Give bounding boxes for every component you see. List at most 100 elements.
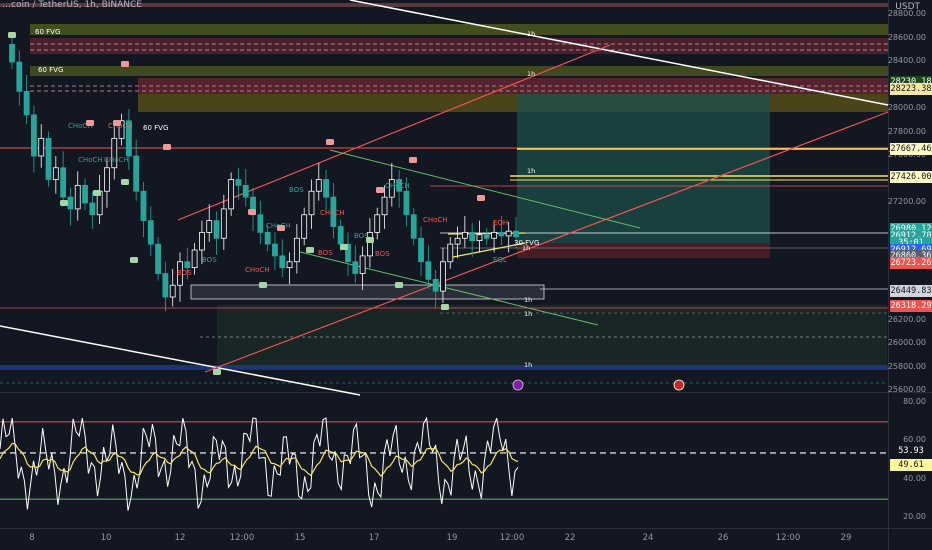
- candle-body: [330, 196, 337, 227]
- candles: [9, 37, 519, 312]
- candle-body: [388, 179, 395, 198]
- symbol-header[interactable]: …coin / TetherUS, 1h, BINANCE: [0, 0, 144, 16]
- candle-body: [293, 237, 300, 263]
- candle-body: [206, 220, 213, 233]
- choch-label: CHoCH: [320, 209, 345, 217]
- candle-body: [38, 137, 45, 157]
- candle-body: [104, 167, 110, 192]
- candle-body: [491, 231, 497, 239]
- bos-label: BOS: [289, 186, 304, 194]
- candle-body: [498, 231, 505, 237]
- candle-body: [125, 120, 132, 157]
- rsi-tick: 60.00: [903, 435, 926, 445]
- candle-body: [315, 179, 322, 192]
- swing-low-tag: [340, 244, 348, 250]
- candle-body: [447, 243, 454, 263]
- candle-body: [432, 278, 439, 292]
- candle-body: [82, 184, 88, 204]
- fvg-zone: [30, 24, 888, 35]
- candle-body: [513, 230, 519, 238]
- price-tick: 25800.00: [887, 361, 926, 371]
- rsi-label: 53.93: [890, 444, 932, 457]
- price-tick: 27800.00: [887, 126, 926, 136]
- candle-body: [505, 230, 512, 237]
- rsi-tick: 80.00: [903, 396, 926, 406]
- price-label: 27667.46: [890, 142, 932, 155]
- eqh-label: EQH: [493, 219, 508, 227]
- trendline-white: [0, 325, 361, 396]
- candle-body: [23, 90, 30, 116]
- swing-high-tag: [113, 120, 121, 126]
- swing-high-tag: [121, 61, 129, 67]
- candle-body: [374, 214, 381, 233]
- price-label: 27426.00: [890, 171, 932, 184]
- event-icon: [512, 379, 524, 391]
- channel-bottom: [204, 111, 889, 373]
- candle-body: [74, 184, 81, 210]
- price-tick: 26200.00: [887, 314, 926, 324]
- time-tick: 17: [368, 533, 380, 543]
- candle-body: [184, 261, 191, 269]
- price-tick: 28000.00: [887, 103, 926, 112]
- candle-body: [257, 214, 264, 233]
- fvg-label: 60 FVG: [35, 28, 60, 36]
- choch-label: CHoCH: [78, 156, 103, 164]
- candle-body: [286, 261, 293, 269]
- candle-body: [31, 114, 37, 157]
- timeframe-label: 1h: [524, 361, 532, 369]
- candle-body: [162, 273, 169, 298]
- candle-body: [213, 220, 220, 239]
- candle-body: [155, 243, 161, 274]
- price-tick: 26000.00: [887, 338, 926, 347]
- time-tick: 12:00: [499, 533, 525, 543]
- top-zone: [0, 3, 888, 7]
- candle-body: [191, 249, 198, 269]
- candle-body: [177, 261, 183, 286]
- time-tick: 12: [174, 533, 186, 543]
- time-tick: 12:00: [229, 533, 255, 543]
- swing-low-tag: [8, 32, 16, 38]
- timeframe-label: 1h: [522, 244, 530, 252]
- fvg-zones: [0, 3, 888, 370]
- symbol-title: …coin / TetherUS, 1h, BINANCE: [2, 0, 142, 10]
- fvg-zone: [138, 94, 888, 112]
- candle-body: [279, 255, 286, 269]
- price-tick: 27200.00: [887, 197, 926, 206]
- rsi-pane: [0, 416, 888, 511]
- timeframe-label: 1h: [524, 310, 532, 318]
- fvg-label: 60 FVG: [143, 124, 168, 132]
- candle-body: [345, 243, 351, 263]
- swing-low-tag: [395, 282, 403, 288]
- candle-body: [140, 190, 147, 222]
- bos-label: BOS: [354, 232, 369, 240]
- bos-label: BOS: [375, 250, 390, 258]
- rsi-tick: 20.00: [903, 512, 926, 522]
- rsi-tick: 40.00: [903, 473, 926, 483]
- fvg-zone: [30, 66, 888, 76]
- fvg-label: 30 FVG: [514, 239, 539, 247]
- price-tick: 25600.00: [887, 385, 926, 394]
- price-label: 26449.83: [890, 285, 932, 298]
- candle-body: [147, 220, 154, 245]
- choch-label: CHoCH: [68, 122, 93, 130]
- choch-label: CHoCH: [104, 156, 129, 164]
- price-label: 26723.26: [890, 256, 932, 269]
- candle-body: [301, 214, 308, 239]
- candle-body: [469, 231, 476, 241]
- price-label: 28223.38: [890, 83, 932, 96]
- swing-high-tag: [277, 225, 285, 231]
- swing-low-tag: [366, 237, 374, 243]
- candle-body: [118, 120, 125, 139]
- swing-low-tag: [259, 282, 267, 288]
- swing-high-tag: [326, 139, 334, 145]
- rsi-ma-line: [0, 442, 519, 477]
- bos-label: BOS: [318, 249, 333, 257]
- time-tick: 19: [446, 533, 458, 543]
- price-tick: 28400.00: [887, 56, 926, 65]
- swing-low-tag: [60, 200, 68, 206]
- time-tick: 24: [642, 533, 654, 543]
- candle-body: [323, 179, 329, 198]
- candle-body: [169, 284, 176, 298]
